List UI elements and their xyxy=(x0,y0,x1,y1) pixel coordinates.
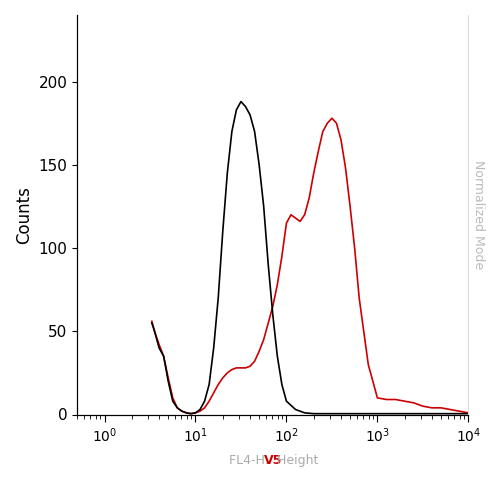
Text: Height: Height xyxy=(272,454,318,468)
Y-axis label: Normalized Mode: Normalized Mode xyxy=(472,160,485,270)
Text: FL4-H:: FL4-H: xyxy=(228,454,272,468)
Text: V5: V5 xyxy=(264,454,282,468)
Y-axis label: Counts: Counts xyxy=(15,186,33,244)
